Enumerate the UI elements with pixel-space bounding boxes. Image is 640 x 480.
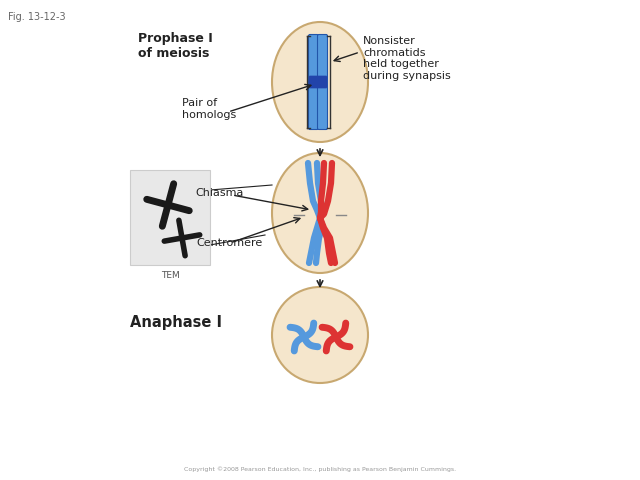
Text: Copyright ©2008 Pearson Education, Inc., publishing as Pearson Benjamin Cummings: Copyright ©2008 Pearson Education, Inc.,… xyxy=(184,467,456,472)
Text: Fig. 13-12-3: Fig. 13-12-3 xyxy=(8,12,66,22)
Ellipse shape xyxy=(272,153,368,273)
Text: Centromere: Centromere xyxy=(196,238,262,248)
Ellipse shape xyxy=(272,22,368,142)
FancyBboxPatch shape xyxy=(309,76,327,88)
Text: Anaphase I: Anaphase I xyxy=(130,315,222,330)
Text: Nonsister
chromatids
held together
during synapsis: Nonsister chromatids held together durin… xyxy=(363,36,451,81)
Text: Chiasma: Chiasma xyxy=(195,188,243,198)
FancyBboxPatch shape xyxy=(317,35,328,130)
Text: Pair of
homologs: Pair of homologs xyxy=(182,98,236,120)
Ellipse shape xyxy=(272,287,368,383)
FancyBboxPatch shape xyxy=(308,35,319,130)
Text: TEM: TEM xyxy=(161,271,179,280)
FancyBboxPatch shape xyxy=(130,170,210,265)
Text: Prophase I
of meiosis: Prophase I of meiosis xyxy=(138,32,212,60)
